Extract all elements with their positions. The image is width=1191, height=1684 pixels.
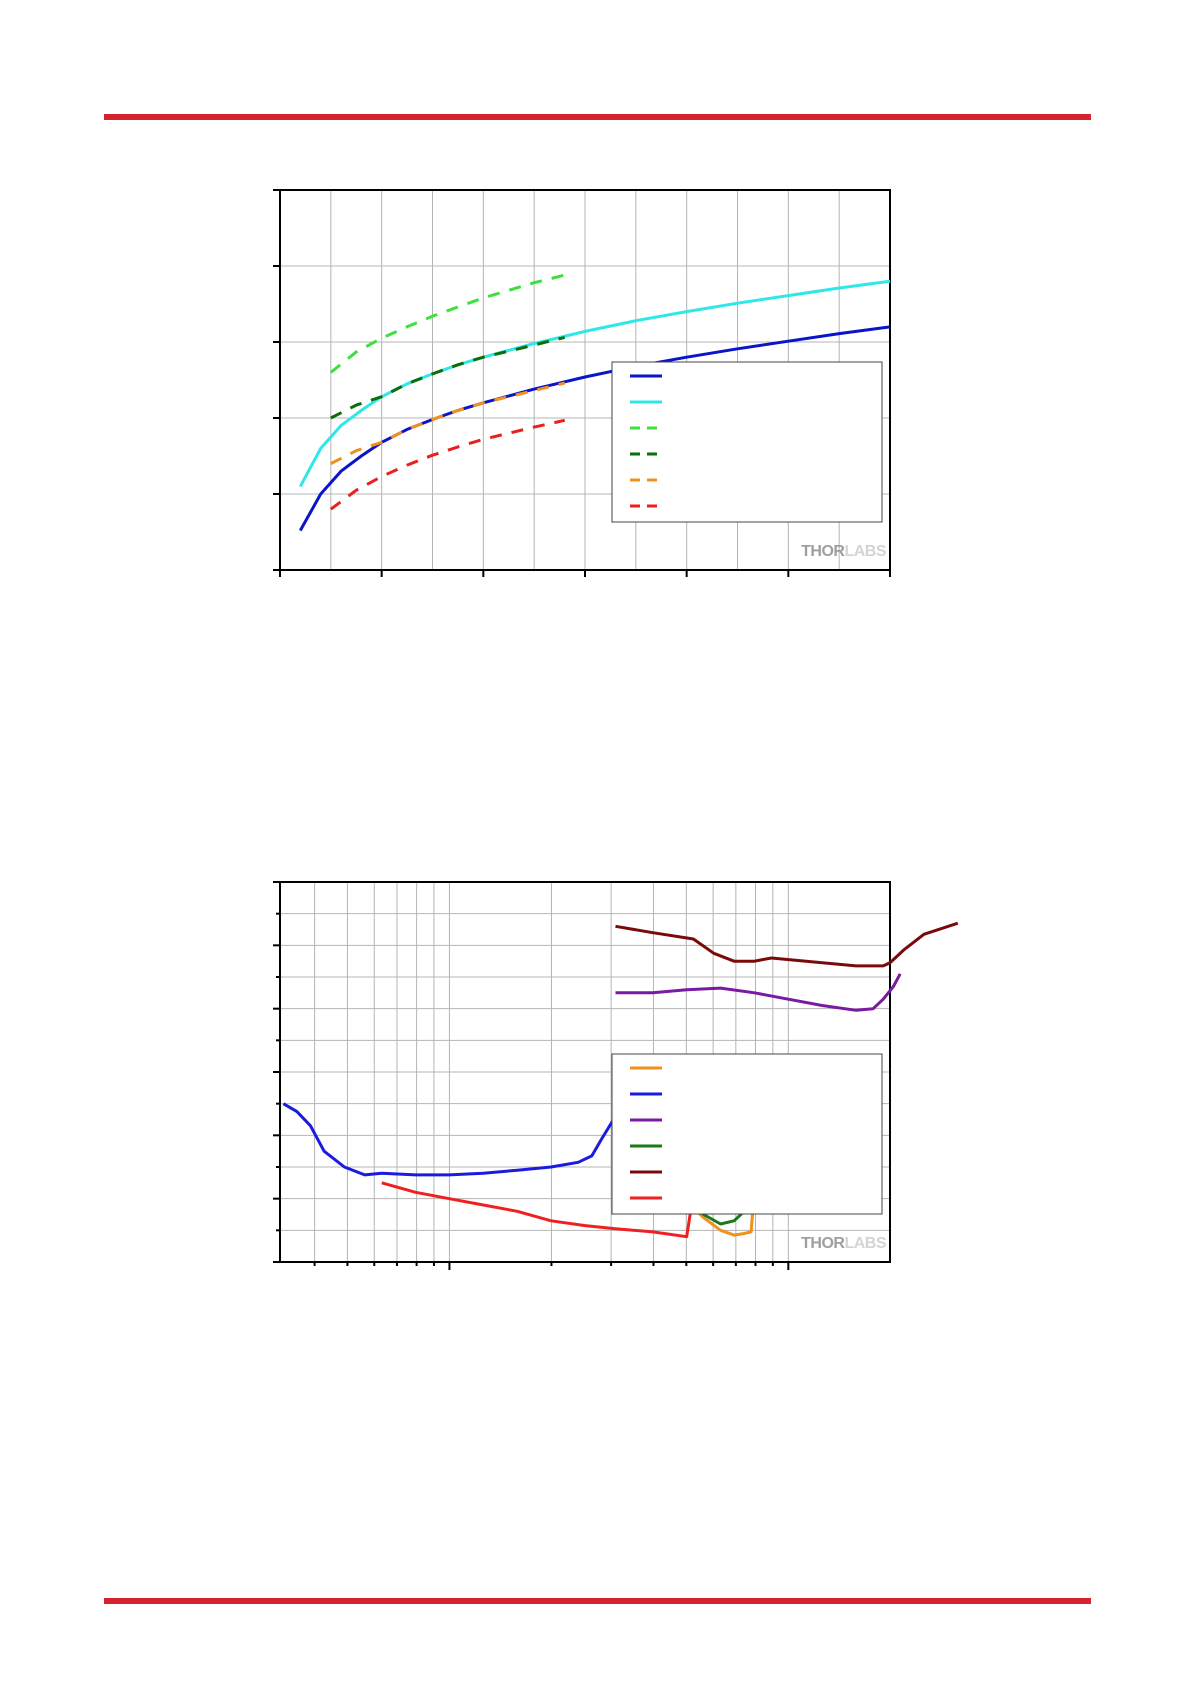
footer-rule [104,1598,1091,1604]
series-line [381,1181,695,1239]
chart-2: THORLABS [273,881,959,1270]
legend [611,361,883,523]
legend [611,1053,883,1215]
axis-ticks [273,881,790,1270]
header-rule [104,114,1091,120]
watermark-labs: LABS [844,1235,886,1252]
thorlabs-watermark: THORLABS [801,1235,887,1252]
watermark-labs: LABS [844,543,886,560]
series-line [329,273,566,374]
series-line [615,921,959,968]
series-line [330,335,566,420]
chart-1: THORLABS [273,189,891,577]
series-line [282,1102,624,1177]
watermark-thor: THOR [801,1235,845,1252]
data-series [298,273,891,532]
series-line [615,973,902,1012]
series-line [329,418,566,511]
legend-box [611,1053,883,1215]
axis-ticks [273,189,891,577]
series-line [330,381,566,465]
watermark-thor: THOR [801,543,845,560]
thorlabs-watermark: THORLABS [801,543,887,560]
legend-box [611,361,883,523]
